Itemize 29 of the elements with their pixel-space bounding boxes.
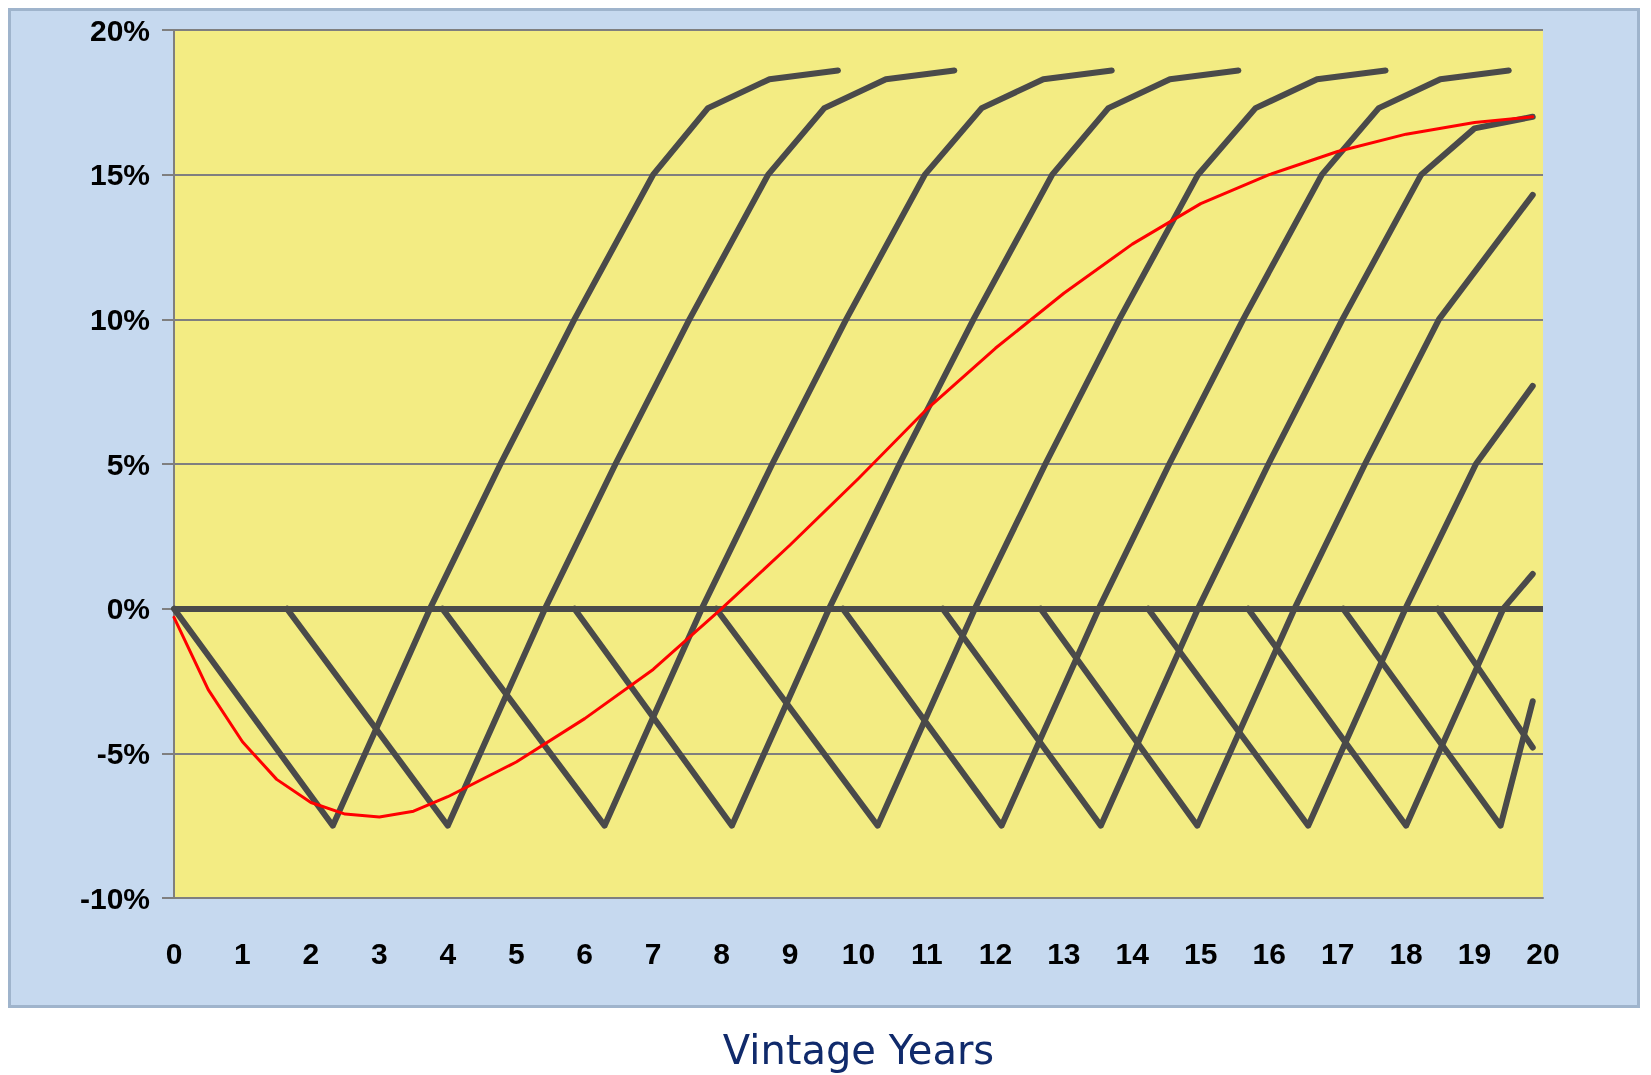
y-tick-label: 5% <box>106 447 150 481</box>
x-tick-label: 2 <box>302 936 320 970</box>
x-tick-label: 15 <box>1184 936 1218 970</box>
x-tick-label: 11 <box>911 936 943 970</box>
x-axis-title: Vintage Years <box>722 1027 995 1073</box>
y-tick-label: 0% <box>106 592 150 626</box>
x-tick-label: 4 <box>439 936 457 970</box>
y-tick-label: 15% <box>89 158 150 192</box>
x-tick-label: 8 <box>713 936 730 970</box>
x-tick-label: 6 <box>576 936 594 970</box>
x-tick-label: 5 <box>507 936 525 970</box>
x-tick-label: 13 <box>1047 936 1081 970</box>
y-tick-label: -5% <box>96 736 150 770</box>
x-tick-label: 0 <box>165 936 183 970</box>
x-tick-label: 18 <box>1389 936 1423 970</box>
x-tick-label: 9 <box>781 936 799 970</box>
y-tick-label: 20% <box>89 13 150 47</box>
y-tick-label: -10% <box>79 881 150 915</box>
x-tick-label: 3 <box>371 936 388 970</box>
x-tick-label: 10 <box>841 936 876 970</box>
x-tick-label: 19 <box>1457 936 1492 970</box>
y-tick-label: 10% <box>89 302 150 336</box>
x-tick-label: 17 <box>1320 936 1355 970</box>
x-tick-label: 16 <box>1252 936 1286 970</box>
x-tick-label: 1 <box>234 936 251 970</box>
x-tick-label: 20 <box>1526 936 1560 970</box>
x-tick-label: 12 <box>978 936 1013 970</box>
x-tick-label: 14 <box>1115 936 1150 970</box>
x-tick-label: 7 <box>644 936 662 970</box>
